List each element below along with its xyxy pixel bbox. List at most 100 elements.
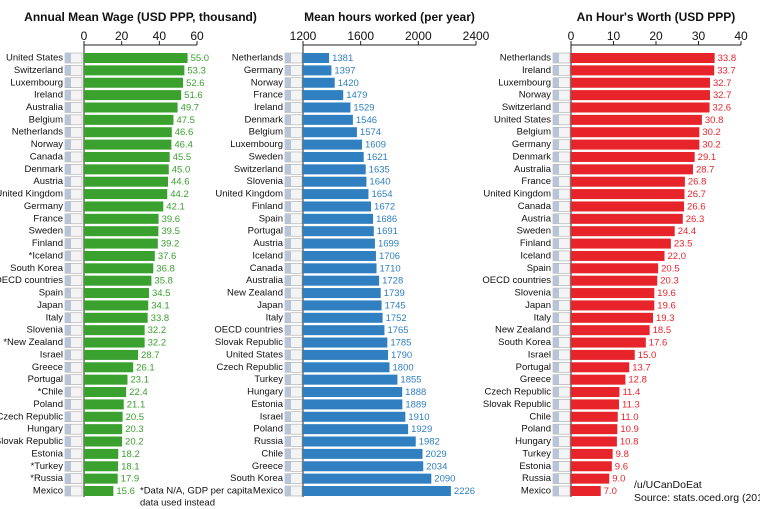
category-label: United States bbox=[226, 349, 283, 360]
flag-icon bbox=[65, 399, 71, 410]
category-label: Canada bbox=[30, 151, 64, 162]
category-label: Hungary bbox=[247, 387, 283, 398]
x-tick-label: 10 bbox=[607, 29, 621, 43]
bar bbox=[571, 424, 618, 435]
flag-icon bbox=[65, 77, 71, 88]
flag-icon bbox=[65, 424, 71, 435]
category-label: Norway bbox=[31, 139, 63, 150]
bar bbox=[303, 213, 374, 224]
bar bbox=[84, 65, 185, 76]
category-label: Russia bbox=[522, 473, 552, 484]
flag-icon bbox=[285, 337, 291, 348]
category-label: Mexico bbox=[33, 486, 63, 497]
category-label: Italy bbox=[46, 312, 64, 323]
category-label: *Iceland bbox=[29, 250, 63, 261]
category-label: Switzerland bbox=[502, 102, 551, 113]
value-label: 1381 bbox=[332, 53, 353, 64]
value-label: 34.5 bbox=[152, 288, 171, 299]
value-label: 1745 bbox=[385, 300, 406, 311]
value-label: 32.2 bbox=[148, 325, 167, 336]
bar bbox=[571, 473, 610, 484]
bar bbox=[84, 374, 128, 385]
value-label: 2090 bbox=[434, 474, 455, 485]
flag-icon bbox=[285, 213, 291, 224]
flag-icon bbox=[285, 387, 291, 398]
bar bbox=[571, 263, 659, 274]
value-label: 36.8 bbox=[156, 263, 175, 274]
bar bbox=[571, 387, 620, 398]
category-label: Luxembourg bbox=[498, 77, 551, 88]
value-label: 39.2 bbox=[161, 239, 180, 250]
bar bbox=[303, 473, 432, 484]
bar bbox=[571, 486, 601, 496]
flag-icon bbox=[285, 189, 291, 200]
flag-icon bbox=[285, 127, 291, 138]
flag-icon bbox=[65, 65, 71, 76]
value-label: 23.1 bbox=[131, 375, 150, 386]
category-label: *Turkey bbox=[31, 461, 64, 472]
bar bbox=[303, 461, 424, 472]
flag-icon bbox=[553, 486, 559, 496]
chart-title: Annual Mean Wage (USD PPP, thousand) bbox=[24, 10, 257, 24]
bar bbox=[84, 250, 155, 261]
flag-icon bbox=[65, 238, 71, 249]
category-label: United Kingdom bbox=[215, 189, 283, 200]
category-label: Poland bbox=[33, 399, 63, 410]
x-tick-label: 1600 bbox=[347, 29, 374, 43]
category-label: South Korea bbox=[10, 263, 64, 274]
flag-icon bbox=[285, 238, 291, 249]
flag-icon bbox=[65, 151, 71, 162]
flag-icon bbox=[65, 461, 71, 472]
category-label: Switzerland bbox=[234, 164, 283, 175]
value-label: 19.3 bbox=[656, 313, 675, 324]
flag-icon bbox=[65, 411, 71, 422]
category-label: Australia bbox=[514, 164, 552, 175]
bar bbox=[84, 275, 152, 286]
value-label: 2029 bbox=[426, 449, 447, 460]
x-tick-label: 2000 bbox=[405, 29, 432, 43]
value-label: 35.8 bbox=[154, 276, 173, 287]
value-label: 26.6 bbox=[687, 201, 706, 212]
bar bbox=[303, 102, 351, 113]
bar bbox=[84, 387, 127, 398]
value-label: 30.2 bbox=[702, 140, 721, 151]
bar bbox=[84, 424, 123, 435]
x-tick-label: 40 bbox=[153, 29, 167, 43]
value-label: 23.5 bbox=[674, 239, 693, 250]
flag-icon bbox=[553, 288, 559, 299]
category-label: Denmark bbox=[244, 114, 283, 125]
category-label: Greece bbox=[32, 362, 63, 373]
flag-icon bbox=[553, 436, 559, 447]
flag-icon bbox=[553, 300, 559, 311]
bar bbox=[303, 362, 390, 373]
flag-icon bbox=[553, 325, 559, 336]
value-label: 20.5 bbox=[661, 263, 680, 274]
flag-icon bbox=[553, 127, 559, 138]
flag-icon bbox=[285, 473, 291, 484]
x-tick-label: 1200 bbox=[290, 29, 317, 43]
value-label: 1420 bbox=[338, 78, 359, 89]
bar bbox=[571, 90, 710, 101]
bar bbox=[571, 362, 630, 373]
category-label: Belgium bbox=[249, 127, 283, 138]
value-label: 45.0 bbox=[172, 164, 191, 175]
category-label: France bbox=[33, 213, 63, 224]
value-label: 1790 bbox=[391, 350, 412, 361]
flag-icon bbox=[285, 90, 291, 101]
category-label: Spain bbox=[39, 288, 63, 299]
value-label: 53.3 bbox=[187, 65, 206, 76]
flag-icon bbox=[285, 486, 291, 496]
category-label: Germany bbox=[24, 201, 63, 212]
flag-icon bbox=[65, 288, 71, 299]
flag-icon bbox=[553, 473, 559, 484]
value-label: 33.8 bbox=[718, 53, 737, 64]
flag-icon bbox=[65, 213, 71, 224]
flag-icon bbox=[65, 436, 71, 447]
category-label: Sweden bbox=[249, 151, 283, 162]
bar bbox=[303, 127, 357, 138]
x-tick-label: 0 bbox=[81, 29, 88, 43]
value-label: 19.6 bbox=[657, 300, 676, 311]
value-label: 15.6 bbox=[116, 486, 135, 497]
bar bbox=[84, 226, 159, 237]
